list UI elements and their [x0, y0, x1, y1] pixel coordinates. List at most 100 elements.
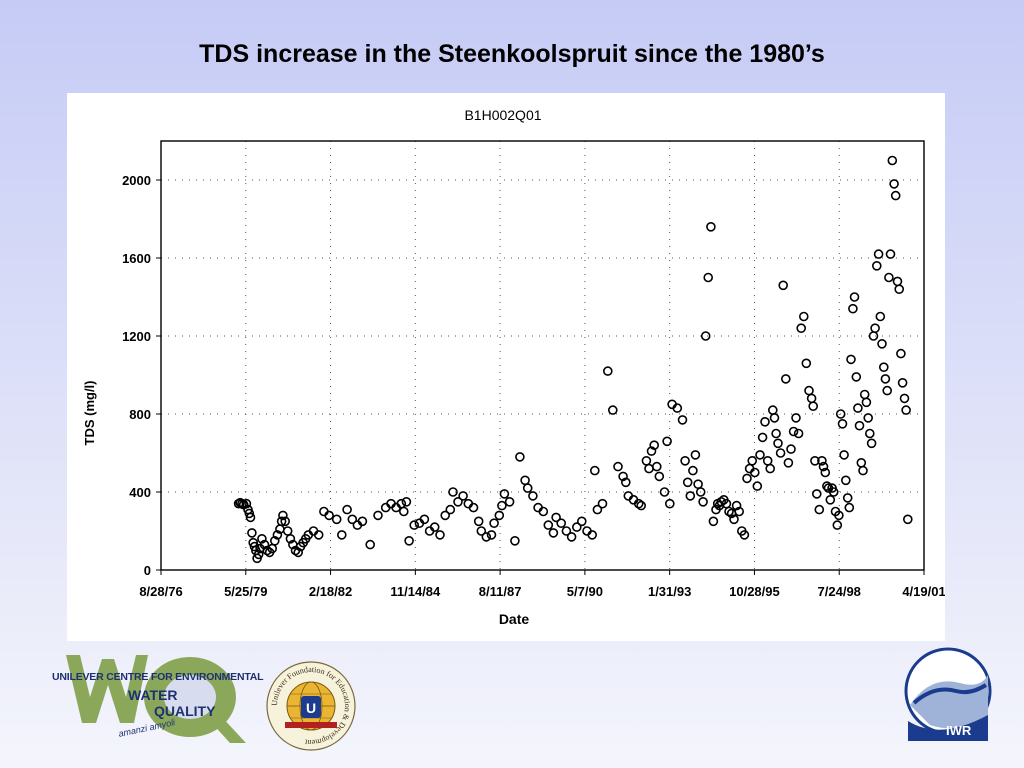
- data-point: [262, 545, 272, 556]
- data-point: [747, 455, 758, 466]
- data-point: [602, 366, 613, 376]
- data-point: [778, 280, 789, 291]
- x-tick-label: 10/28/95: [729, 584, 780, 599]
- data-point: [871, 261, 882, 271]
- data-point: [282, 526, 293, 536]
- data-point: [690, 450, 701, 460]
- data-point: [873, 249, 884, 259]
- data-point: [259, 539, 270, 550]
- data-point: [522, 483, 533, 493]
- data-point: [734, 506, 745, 517]
- data-point: [336, 530, 347, 540]
- data-point: [899, 393, 910, 404]
- data-point: [887, 155, 898, 166]
- data-point: [729, 514, 739, 525]
- data-point: [700, 331, 711, 341]
- data-point: [373, 510, 383, 521]
- data-point: [651, 461, 662, 472]
- data-point: [468, 502, 479, 513]
- data-point: [798, 311, 809, 322]
- data-point: [788, 426, 799, 437]
- data-point: [331, 514, 342, 525]
- data-point: [752, 481, 763, 491]
- data-point: [880, 374, 891, 384]
- data-point: [293, 547, 303, 558]
- data-point: [589, 465, 600, 476]
- data-point: [811, 489, 822, 499]
- y-tick-label: 0: [144, 563, 151, 578]
- data-point: [571, 522, 582, 532]
- data-point: [561, 526, 572, 536]
- data-point: [892, 276, 903, 287]
- data-point: [659, 487, 670, 497]
- data-point: [685, 491, 696, 501]
- iwr-logo: IWR: [900, 645, 992, 745]
- data-point: [613, 461, 623, 472]
- y-axis-label: TDS (mg/l): [82, 381, 97, 446]
- data-point: [688, 465, 698, 476]
- data-point: [804, 385, 814, 396]
- data-point: [276, 516, 287, 527]
- data-point: [576, 516, 587, 527]
- data-point: [820, 467, 831, 478]
- data-point: [901, 405, 911, 415]
- data-point: [607, 405, 618, 415]
- data-point: [877, 339, 887, 349]
- data-point: [636, 500, 647, 511]
- data-point: [556, 518, 567, 529]
- data-point: [875, 311, 886, 322]
- y-tick-label: 400: [129, 485, 151, 500]
- data-point: [677, 415, 688, 425]
- data-point: [775, 448, 786, 458]
- data-point: [703, 272, 714, 283]
- data-point: [453, 496, 463, 507]
- data-point: [543, 520, 554, 530]
- data-point: [494, 510, 505, 521]
- data-point: [706, 222, 716, 232]
- data-point: [864, 428, 875, 439]
- data-point: [365, 539, 376, 550]
- unilever-foundation-seal: Unilever Foundation for Education & Deve…: [265, 660, 357, 752]
- data-point: [765, 463, 776, 474]
- data-point: [783, 457, 794, 468]
- uc-logo-line3: QUALITY: [154, 703, 216, 719]
- x-tick-label: 5/7/90: [567, 584, 603, 599]
- data-point: [844, 502, 855, 513]
- data-point: [646, 446, 657, 456]
- x-tick-label: 11/14/84: [390, 584, 441, 599]
- data-point: [896, 348, 906, 359]
- data-point: [401, 496, 412, 507]
- data-point: [672, 403, 683, 413]
- x-tick-label: 8/28/76: [139, 584, 182, 599]
- data-point: [633, 498, 644, 509]
- y-tick-label: 2000: [122, 173, 151, 188]
- data-point: [846, 354, 856, 365]
- data-point: [620, 477, 631, 488]
- data-point: [324, 510, 334, 521]
- data-point: [866, 438, 877, 449]
- data-point: [597, 498, 608, 509]
- plot-frame: [160, 140, 925, 571]
- data-point: [253, 549, 264, 560]
- data-point: [755, 450, 765, 460]
- data-point: [902, 514, 913, 525]
- data-point: [548, 528, 559, 538]
- data-point: [566, 532, 577, 542]
- data-point: [708, 516, 719, 527]
- data-point: [654, 471, 665, 482]
- chart-title: B1H002Q01: [464, 107, 541, 123]
- seal-center-letter: U: [306, 700, 316, 716]
- data-point: [435, 530, 445, 540]
- data-point: [497, 500, 507, 511]
- data-point: [835, 409, 846, 419]
- data-point: [822, 481, 832, 491]
- data-point: [760, 416, 770, 427]
- data-point: [473, 516, 484, 527]
- data-point: [749, 467, 760, 478]
- data-point: [769, 413, 780, 423]
- data-point: [863, 413, 874, 423]
- data-point: [641, 455, 652, 466]
- data-point: [859, 389, 870, 400]
- data-point: [257, 533, 267, 544]
- data-point: [808, 401, 819, 412]
